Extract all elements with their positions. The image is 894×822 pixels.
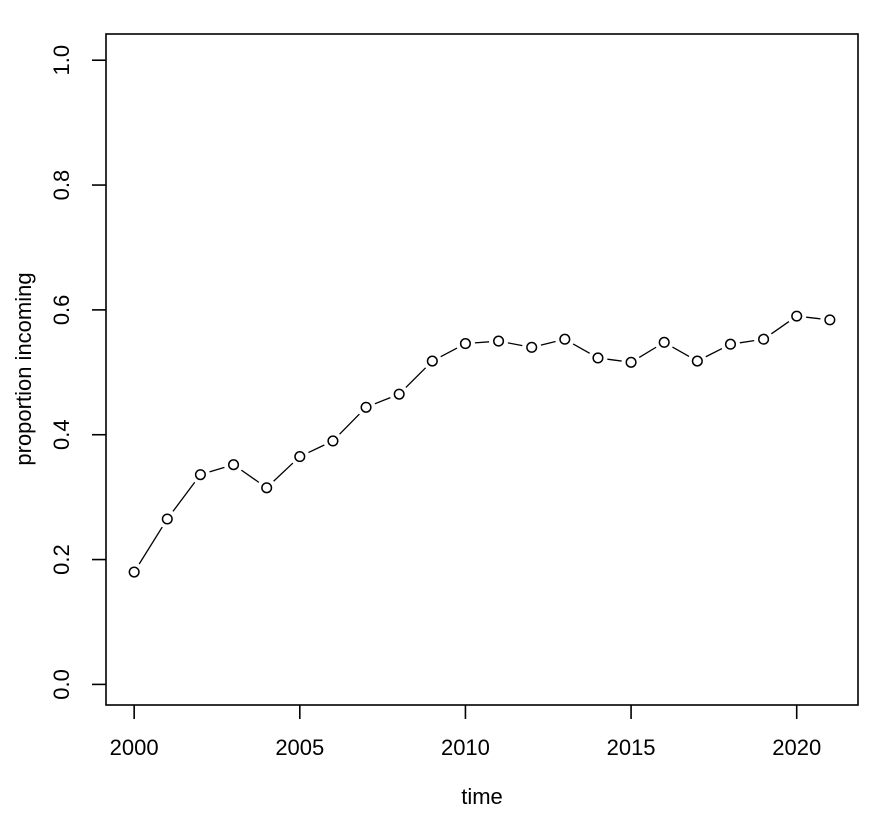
series-segment (607, 358, 622, 362)
series-segment (705, 347, 723, 358)
y-tick-label: 0.4 (49, 419, 74, 450)
data-point (791, 310, 803, 322)
y-tick-label: 0.8 (49, 170, 74, 201)
y-tick-label: 1.0 (49, 45, 74, 76)
series-segment (806, 316, 821, 320)
y-tick-label: 0.0 (49, 669, 74, 700)
x-tick-label: 2020 (772, 735, 821, 760)
data-point (459, 338, 471, 350)
series-segment (339, 413, 360, 435)
series-segment (672, 346, 690, 357)
data-point (360, 401, 372, 413)
data-point (758, 333, 770, 345)
series-segment (474, 341, 490, 344)
data-point (824, 314, 836, 326)
data-point (426, 355, 438, 367)
data-point (691, 355, 703, 367)
series-segment (209, 466, 225, 473)
series-segment (138, 526, 163, 565)
data-point (559, 333, 571, 345)
series-segment (273, 462, 294, 482)
data-point (724, 338, 737, 350)
data-point (526, 341, 538, 353)
plot-box (105, 33, 859, 706)
series-segment (507, 342, 523, 347)
data-point (327, 435, 339, 447)
series-segment (739, 340, 755, 344)
y-axis-label: proportion incoming (11, 272, 36, 466)
series-segment (440, 347, 458, 358)
data-point (261, 482, 273, 494)
data-point (493, 335, 505, 347)
series-segment (240, 469, 260, 483)
y-tick-label: 0.2 (49, 544, 74, 575)
data-point (658, 336, 670, 348)
data-point (294, 451, 306, 463)
x-tick-label: 2010 (441, 735, 490, 760)
data-point (161, 513, 173, 525)
x-tick-label: 2015 (607, 735, 656, 760)
series-segment (572, 343, 590, 354)
x-tick-label: 2000 (110, 735, 159, 760)
data-point (227, 459, 240, 471)
series-segment (638, 346, 657, 358)
x-axis-label: time (461, 784, 503, 809)
data-point (393, 388, 405, 400)
series-segment (374, 397, 391, 405)
data-point (194, 469, 206, 481)
data-point (625, 356, 637, 368)
series-segment (172, 481, 196, 512)
y-tick-label: 0.6 (49, 295, 74, 326)
series-segment (308, 444, 325, 454)
data-point (592, 352, 604, 364)
x-tick-label: 2005 (275, 735, 324, 760)
data-point (128, 566, 140, 578)
series-segment (540, 340, 556, 346)
series-segment (405, 367, 427, 388)
series-segment (771, 321, 790, 335)
